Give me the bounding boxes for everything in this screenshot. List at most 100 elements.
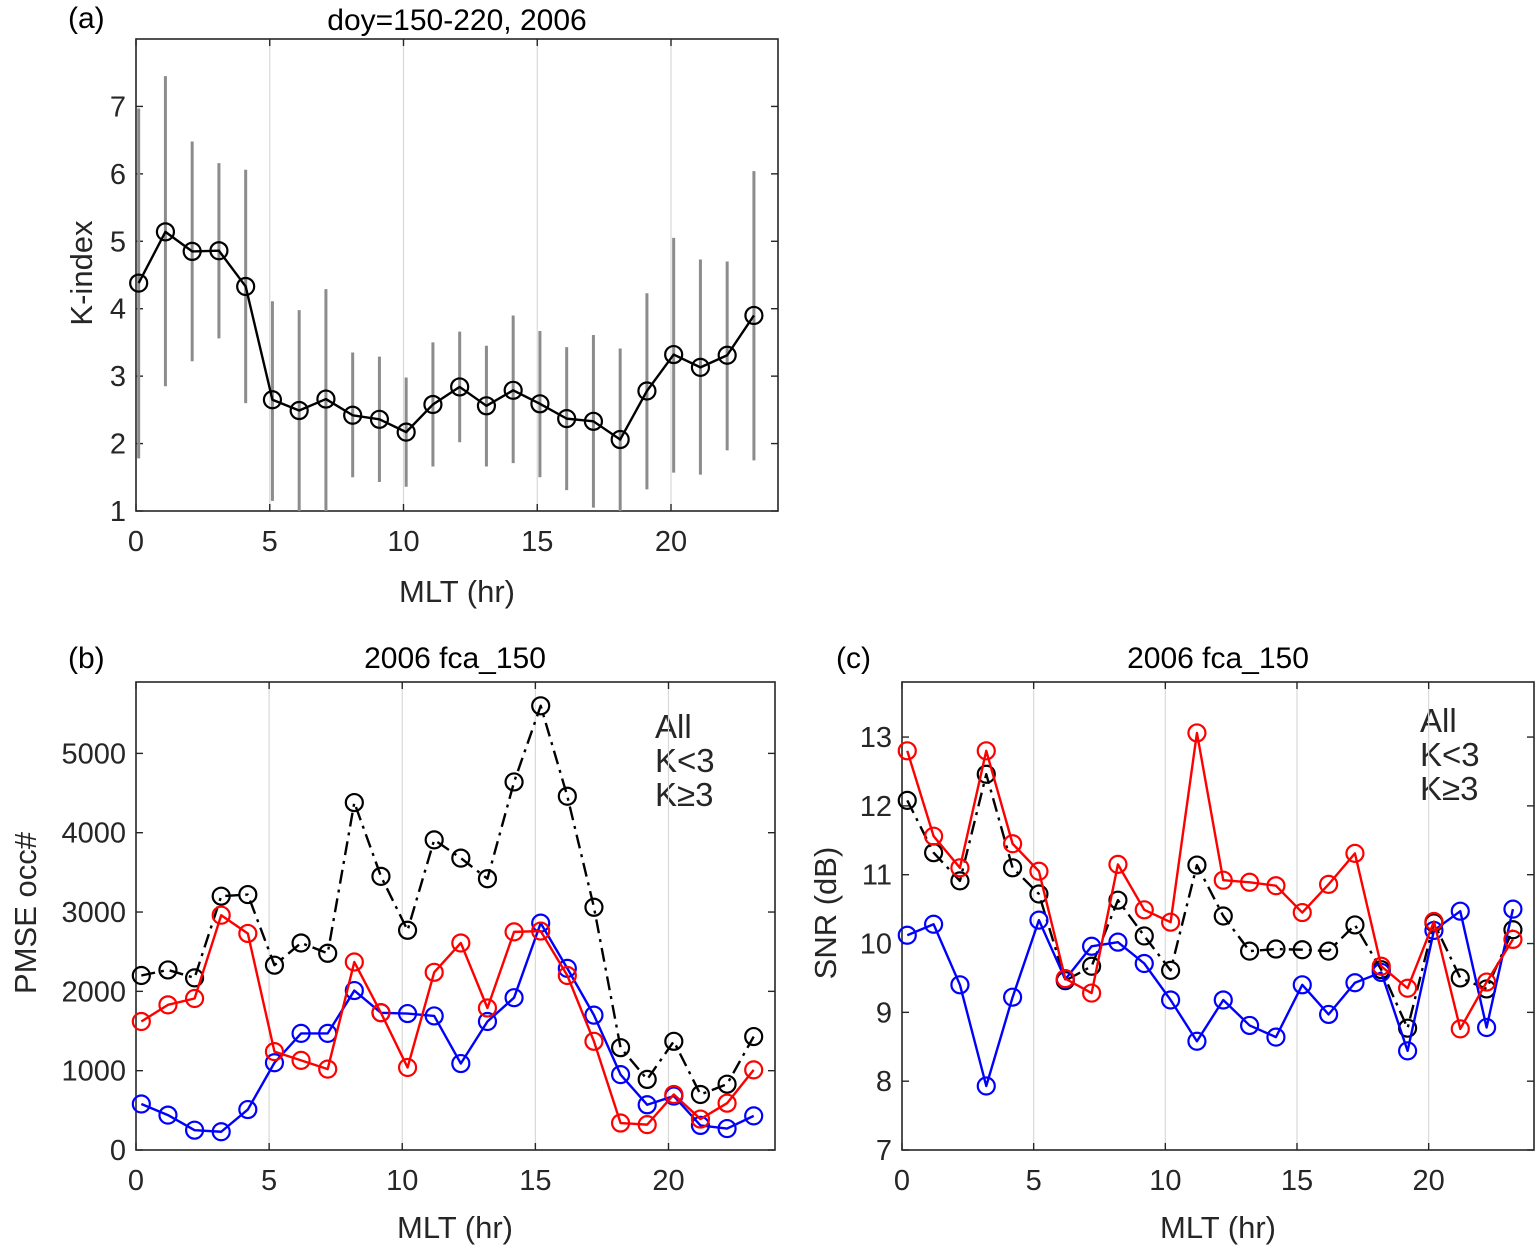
data-point — [238, 1099, 258, 1120]
data-point — [1002, 987, 1023, 1007]
data-point — [396, 422, 416, 442]
data-point — [451, 1053, 471, 1074]
data-point — [1397, 1041, 1418, 1061]
data-point — [1187, 855, 1207, 875]
data-point — [610, 1065, 631, 1085]
data-point — [1002, 834, 1023, 854]
y-tick-label: 1 — [110, 496, 126, 528]
series-line — [137, 230, 755, 441]
data-point — [131, 1094, 151, 1114]
data-point — [610, 1038, 631, 1058]
data-point — [637, 1115, 657, 1135]
plot-area-frame — [135, 681, 776, 1151]
data-point — [424, 962, 444, 982]
data-point — [397, 1057, 418, 1078]
data-point — [316, 389, 336, 409]
data-point — [291, 1023, 311, 1043]
data-point — [1397, 978, 1418, 998]
data-point — [1055, 969, 1075, 989]
y-tick-label: 9 — [876, 997, 892, 1029]
panel-a-xlabel: MLT (hr) — [399, 574, 515, 609]
data-point — [450, 377, 470, 397]
x-tick-label: 10 — [386, 1165, 418, 1197]
data-point — [1029, 910, 1049, 930]
panel-b-xlabel: MLT (hr) — [397, 1210, 513, 1245]
panel-b-title: 2006 fca_150 — [364, 642, 546, 675]
data-point — [397, 920, 418, 940]
y-tick-label: 1000 — [61, 1056, 126, 1088]
data-point — [557, 965, 577, 986]
panel-c-title: 2006 fca_150 — [1127, 642, 1309, 675]
data-point — [690, 357, 711, 377]
data-point — [476, 396, 497, 416]
data-point — [584, 1031, 604, 1051]
panel-c-legend-all: All — [1420, 702, 1457, 739]
data-point — [637, 381, 657, 401]
data-point — [1450, 1019, 1470, 1039]
panel-c-legend-klt3: K<3 — [1420, 736, 1480, 773]
data-point — [950, 871, 970, 891]
data-point — [264, 1042, 285, 1062]
data-point — [1345, 973, 1365, 993]
x-tick-label: 15 — [1281, 1165, 1313, 1197]
y-tick-label: 2000 — [61, 976, 126, 1008]
data-point — [1187, 1031, 1207, 1051]
x-tick-label: 20 — [1413, 1165, 1445, 1197]
series-line — [906, 773, 1515, 1030]
x-tick-label: 0 — [128, 1165, 144, 1197]
y-tick-label: 12 — [860, 791, 892, 823]
data-point — [184, 988, 205, 1009]
data-point — [1318, 874, 1339, 894]
data-point — [1239, 1015, 1260, 1036]
x-tick-label: 15 — [521, 526, 553, 558]
panel-c-legend-kge3: K≥3 — [1420, 770, 1478, 807]
series-line — [140, 914, 755, 1126]
x-tick-label: 15 — [519, 1165, 551, 1197]
data-point — [717, 1074, 737, 1094]
data-point — [291, 933, 311, 953]
data-point — [477, 869, 498, 889]
data-point — [1450, 901, 1470, 921]
data-point — [897, 741, 917, 761]
y-tick-label: 0 — [110, 1135, 126, 1167]
data-point — [690, 1084, 711, 1105]
data-point — [976, 764, 996, 784]
x-tick-label: 5 — [1026, 1165, 1042, 1197]
series-line — [906, 731, 1514, 1031]
data-point — [744, 1106, 764, 1126]
panel-a-letter: (a) — [68, 2, 105, 35]
data-point — [369, 409, 390, 429]
panel-b-legend-klt3: K<3 — [655, 742, 715, 779]
y-tick-label: 5000 — [61, 738, 126, 770]
series-line — [906, 908, 1515, 1088]
data-point — [664, 1084, 684, 1105]
data-point — [1266, 939, 1286, 959]
data-point — [1476, 972, 1497, 992]
y-tick-label: 7 — [110, 91, 126, 123]
data-point — [158, 960, 178, 980]
data-point — [1160, 912, 1181, 932]
data-point — [637, 1095, 657, 1115]
data-point — [423, 394, 443, 415]
panel-a-kindex-chart: (a) doy=150-220, 2006 MLT (hr) K-index 0… — [64, 2, 779, 609]
data-point — [717, 1093, 737, 1113]
data-point — [950, 975, 970, 995]
data-point — [182, 241, 202, 261]
data-point — [897, 925, 917, 945]
data-point — [1160, 990, 1181, 1010]
data-point — [318, 943, 338, 963]
y-tick-label: 4 — [110, 294, 126, 326]
data-point — [976, 1076, 996, 1096]
data-point — [371, 866, 391, 886]
y-tick-label: 7 — [876, 1135, 892, 1167]
data-point — [717, 345, 737, 365]
data-point — [1108, 854, 1128, 874]
data-point — [1503, 899, 1523, 919]
data-point — [744, 305, 764, 326]
data-point — [1266, 1027, 1286, 1047]
y-tick-label: 8 — [876, 1066, 892, 1098]
data-point — [1292, 902, 1312, 923]
data-point — [897, 790, 917, 810]
data-point — [1002, 858, 1023, 878]
series-line — [140, 921, 755, 1133]
